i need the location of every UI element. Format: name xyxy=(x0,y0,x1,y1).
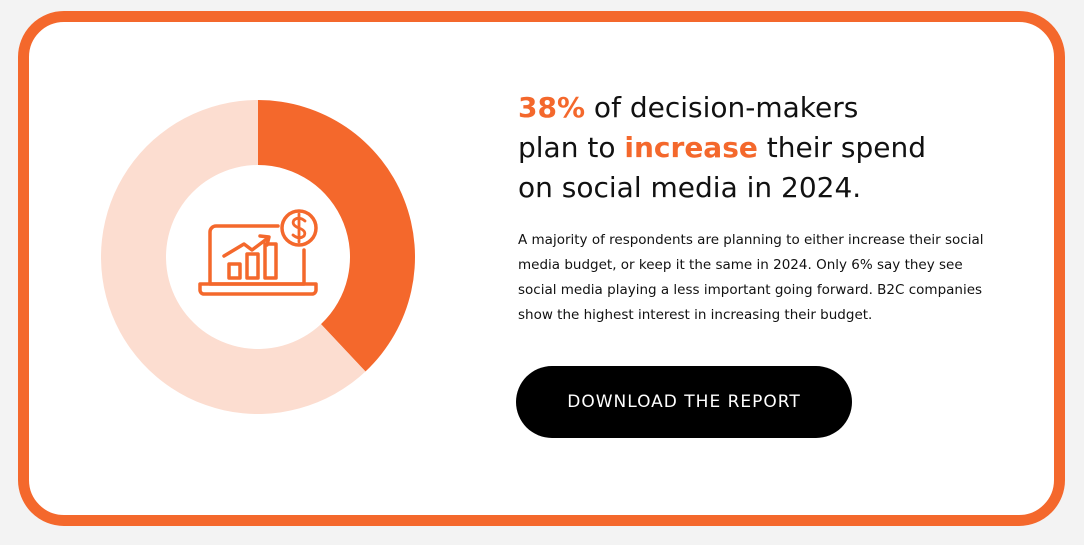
headline-text: on social media in 2024. xyxy=(518,171,862,204)
body-line: social media playing a less important go… xyxy=(518,282,983,298)
laptop-icon xyxy=(198,209,318,296)
body-line: show the highest interest in increasing … xyxy=(518,307,873,323)
body-text: A majority of respondents are planning t… xyxy=(518,228,984,328)
headline-text: their spend xyxy=(757,131,927,164)
card xyxy=(18,11,1065,526)
headline-text: plan to xyxy=(518,131,625,164)
headline-text: of decision-makers xyxy=(585,91,859,124)
download-button[interactable]: DOWNLOAD THE REPORT xyxy=(516,366,852,438)
donut-slice xyxy=(101,100,366,414)
body-line: media budget, or keep it the same in 202… xyxy=(518,257,963,273)
body-line: A majority of respondents are planning t… xyxy=(518,232,984,248)
headline-stat: 38% xyxy=(518,91,586,124)
headline-emphasis: increase xyxy=(624,131,758,164)
headline: 38% of decision-makers plan to increase … xyxy=(518,88,926,208)
donut-slice xyxy=(258,100,416,372)
